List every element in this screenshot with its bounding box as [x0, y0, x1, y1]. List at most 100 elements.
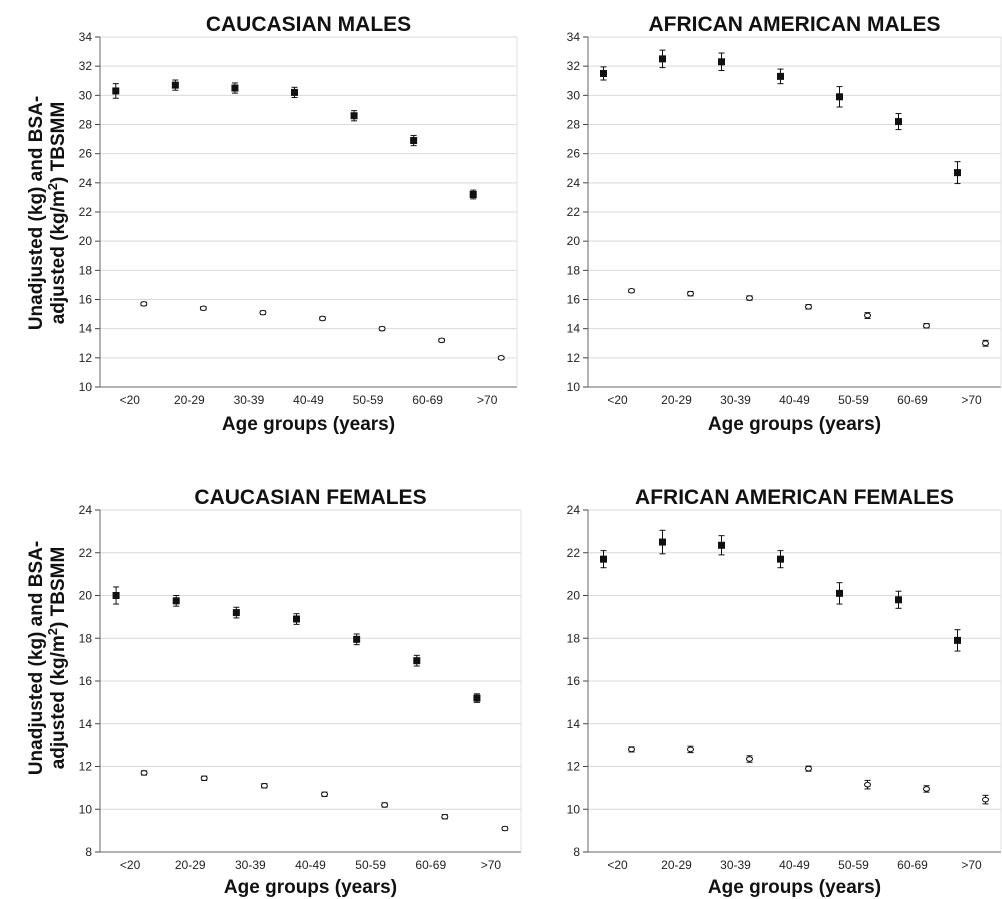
- y-tick-label: 30: [567, 88, 581, 102]
- x-tick-label: <20: [120, 858, 141, 872]
- data-point-circle: [140, 770, 148, 776]
- data-point-circle: [864, 312, 871, 319]
- x-tick-label: 30-39: [235, 858, 266, 872]
- y-tick-label: 18: [79, 263, 93, 277]
- data-point-square: [469, 191, 477, 198]
- x-tick-label: 20-29: [661, 393, 692, 407]
- y-tick-label: 34: [79, 30, 93, 44]
- y-axis-label-line2: adjusted (kg/m2) TBSMM: [45, 547, 69, 770]
- y-axis-label-line2: adjusted (kg/m2) TBSMM: [45, 102, 69, 325]
- data-point-circle: [982, 796, 989, 803]
- y-tick-label: 24: [79, 503, 93, 517]
- y-tick-label: 22: [79, 205, 93, 219]
- x-tick-label: <20: [120, 393, 141, 407]
- y-tick-label: 24: [567, 503, 581, 517]
- data-point-circle: [319, 315, 326, 322]
- x-tick-label: 50-59: [353, 393, 384, 407]
- y-tick-label: 24: [567, 176, 581, 190]
- data-point-square: [836, 589, 843, 597]
- data-point-square: [112, 87, 120, 95]
- x-tick-label: 60-69: [415, 858, 446, 872]
- x-tick-label: 40-49: [295, 858, 326, 872]
- x-tick-label: >70: [961, 858, 982, 872]
- data-point-square: [718, 58, 725, 66]
- y-tick-label: 18: [79, 631, 93, 645]
- x-tick-label: <20: [607, 393, 628, 407]
- data-point-square: [600, 555, 607, 563]
- x-tick-label: 50-59: [355, 858, 386, 872]
- data-point-circle: [687, 290, 694, 297]
- x-tick-label: 50-59: [838, 393, 869, 407]
- y-tick-label: 34: [567, 30, 581, 44]
- data-point-square: [291, 88, 298, 96]
- y-tick-label: 32: [567, 59, 581, 73]
- y-tick-label: 12: [79, 351, 93, 365]
- data-point-square: [231, 84, 239, 92]
- y-tick-label: 22: [79, 546, 93, 560]
- y-tick-label: 22: [567, 205, 581, 219]
- data-point-square: [350, 112, 358, 120]
- data-point-square: [473, 694, 481, 702]
- panel-african-american-females: 8 10 12 14 16 18 20 22 24 <20 20-29 30-39 40-49 50-59…: [567, 486, 1002, 898]
- x-tick-label: <20: [607, 858, 628, 872]
- x-axis-label: Age groups (years): [224, 877, 397, 898]
- y-tick-label: 30: [79, 88, 93, 102]
- y-tick-label: 14: [567, 717, 581, 731]
- data-point-circle: [441, 813, 449, 820]
- data-point-circle: [497, 355, 505, 361]
- panel-african-american-males: 10 12 14 16 18 20 22 24 26 28 30 32 34 <20 20-29 30-39 4…: [567, 13, 1002, 435]
- y-tick-label: 14: [567, 322, 581, 336]
- data-point-circle: [259, 309, 267, 316]
- data-point-circle: [438, 337, 446, 344]
- chart-title: CAUCASIAN FEMALES: [194, 486, 426, 509]
- y-tick-label: 10: [79, 802, 93, 816]
- y-tick-label: 12: [567, 351, 581, 365]
- data-point-circle: [746, 295, 753, 301]
- data-point-square: [413, 657, 421, 665]
- y-tick-label: 28: [567, 118, 581, 132]
- x-tick-label: 20-29: [174, 393, 205, 407]
- chart-title: CAUCASIAN MALES: [206, 13, 411, 36]
- x-tick-label: 30-39: [720, 393, 751, 407]
- x-tick-label: 60-69: [897, 393, 928, 407]
- data-point-circle: [864, 781, 871, 788]
- data-point-square: [232, 609, 240, 617]
- y-tick-label: 20: [79, 234, 93, 248]
- data-point-square: [895, 118, 902, 126]
- y-tick-label: 24: [79, 176, 93, 190]
- data-point-circle: [805, 303, 812, 310]
- y-tick-label: 12: [567, 760, 581, 774]
- y-tick-label: 20: [567, 234, 581, 248]
- y-tick-label: 12: [79, 760, 93, 774]
- data-point-circle: [199, 305, 207, 312]
- x-tick-label: 60-69: [897, 858, 928, 872]
- data-point-circle: [140, 301, 148, 307]
- y-tick-label: 16: [567, 674, 581, 688]
- y-axis-label-line1: Unadjusted (kg) and BSA-: [26, 96, 47, 330]
- y-tick-label: 8: [85, 845, 92, 859]
- data-point-square: [172, 597, 180, 605]
- x-axis-label: Age groups (years): [222, 414, 395, 435]
- chart-title: AFRICAN AMERICAN MALES: [648, 13, 940, 36]
- y-tick-label: 8: [573, 845, 580, 859]
- x-tick-label: >70: [961, 393, 982, 407]
- data-point-circle: [260, 782, 268, 789]
- data-point-circle: [628, 287, 635, 294]
- data-point-square: [112, 592, 120, 599]
- data-point-circle: [687, 746, 694, 753]
- data-point-square: [353, 635, 361, 643]
- y-tick-label: 26: [79, 147, 93, 161]
- y-tick-label: 16: [567, 293, 581, 307]
- data-point-square: [836, 93, 843, 101]
- data-point-circle: [501, 825, 509, 832]
- x-tick-label: 40-49: [779, 858, 810, 872]
- x-tick-label: >70: [477, 393, 498, 407]
- x-tick-label: 30-39: [234, 393, 265, 407]
- y-tick-label: 10: [567, 802, 581, 816]
- y-tick-label: 14: [79, 322, 93, 336]
- data-point-square: [954, 636, 961, 644]
- x-tick-label: 30-39: [720, 858, 751, 872]
- y-tick-label: 28: [79, 118, 93, 132]
- data-point-square: [954, 169, 961, 177]
